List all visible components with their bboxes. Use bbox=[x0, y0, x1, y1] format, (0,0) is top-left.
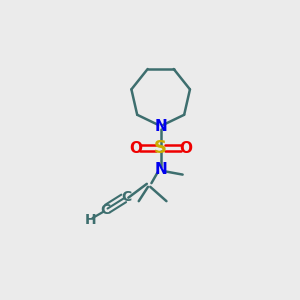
Text: N: N bbox=[154, 118, 167, 134]
Text: O: O bbox=[129, 140, 142, 155]
Text: C: C bbox=[100, 203, 110, 218]
Text: C: C bbox=[121, 190, 131, 203]
Text: S: S bbox=[154, 139, 167, 157]
Text: H: H bbox=[84, 213, 96, 226]
Text: N: N bbox=[154, 163, 167, 178]
Text: O: O bbox=[180, 140, 193, 155]
